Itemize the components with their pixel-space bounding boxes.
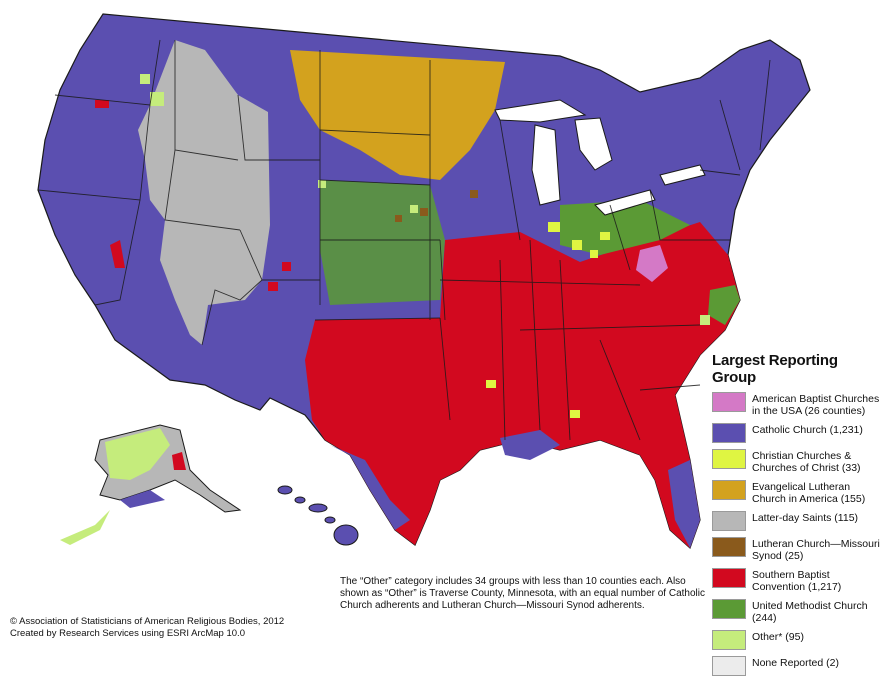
legend-swatch [712,599,746,619]
legend-label: Christian Churches & Churches of Christ … [752,450,861,474]
latter-day-saints-region [138,40,270,345]
legend-label: Evangelical Lutheran Church in America (… [752,481,866,505]
legend-label: Other* (95) [752,631,804,643]
legend-item: United Methodist Church (244) [712,599,884,624]
copyright-line: © Association of Statisticians of Americ… [10,616,285,627]
united-methodist-band [320,180,445,305]
legend-title: Largest Reporting Group [712,352,838,386]
legend-swatch [712,656,746,676]
legend-swatch [712,537,746,557]
other-category-note: The “Other” category includes 34 groups … [340,576,705,611]
legend-item: Other* (95) [712,630,884,650]
legend-swatch [712,568,746,588]
legend-swatch [712,449,746,469]
legend-item: American Baptist Churches in the USA (26… [712,392,884,417]
legend-swatch [712,423,746,443]
western-baptist-counties [95,100,291,291]
american-baptist-cluster [636,245,668,282]
christian-churches-counties [486,222,610,418]
legend-swatch [712,392,746,412]
south-louisiana-catholic [500,430,560,460]
legend-item: Christian Churches & Churches of Christ … [712,449,884,474]
legend-item: Southern Baptist Convention (1,217) [712,568,884,593]
legend-item: Evangelical Lutheran Church in America (… [712,480,884,505]
state-boundaries [37,39,771,441]
legend-label: Lutheran Church—Missouri Synod (25) [752,538,880,562]
south-texas-catholic [330,445,410,530]
legend-label: Latter-day Saints (115) [752,512,859,524]
legend-item: Latter-day Saints (115) [712,511,884,531]
credits: © Association of Statisticians of Americ… [10,616,284,640]
legend-swatch [712,630,746,650]
other-counties [140,74,710,325]
hawaii [277,485,359,546]
south-florida-catholic [668,460,700,548]
missouri-synod-counties [395,190,478,222]
united-methodist-delmarva [708,285,740,325]
alaska [60,424,242,545]
legend-label: United Methodist Church (244) [752,600,868,624]
legend-item: Lutheran Church—Missouri Synod (25) [712,537,884,562]
legend-label: Catholic Church (1,231) [752,424,863,436]
us-county-religion-map [37,13,811,550]
legend-items: American Baptist Churches in the USA (26… [712,392,884,676]
legend-label: None Reported (2) [752,657,839,669]
great-lakes [494,99,706,216]
legend-label: Southern Baptist Convention (1,217) [752,569,842,593]
legend-swatch [712,480,746,500]
credit-line: Created by Research Services using ESRI … [10,628,245,639]
southern-baptist-region [305,222,740,548]
evangelical-lutheran-region [290,50,505,180]
legend-swatch [712,511,746,531]
legend-item: None Reported (2) [712,656,884,676]
united-methodist-appalachia [560,200,690,255]
legend-label: American Baptist Churches in the USA (26… [752,393,880,417]
map-legend: Largest Reporting Group American Baptist… [712,352,884,682]
legend-item: Catholic Church (1,231) [712,423,884,443]
